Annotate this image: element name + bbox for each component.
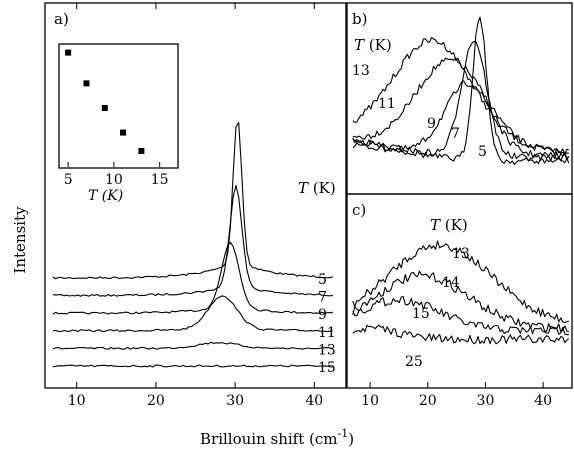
panel-c-x-tick-label: 10 — [361, 393, 379, 409]
inset-point-4 — [138, 148, 145, 155]
panel-c-x-tick-label: 30 — [477, 393, 495, 409]
panel-a-x-tick-label: 20 — [147, 393, 165, 409]
inset-point-2 — [101, 104, 108, 111]
inset-point-0 — [65, 49, 72, 56]
panel-c-x-tick-label: 40 — [534, 393, 552, 409]
panel-a-series-label-7: 7 — [318, 290, 327, 306]
panel-b-series-11 — [352, 57, 569, 156]
panel-c-frame — [346, 193, 573, 389]
panel-a-series-label-9: 9 — [318, 307, 327, 323]
panel-b-series-7 — [352, 41, 570, 162]
panel-a-frame — [44, 2, 347, 389]
panel-b-series-label-11: 11 — [378, 96, 396, 112]
panel-c-temp-header: T (K) — [430, 216, 468, 234]
panel-c-series-15 — [352, 295, 569, 336]
panel-b-series-label-7: 7 — [451, 126, 460, 142]
panel-c-series-label-25: 25 — [405, 354, 423, 370]
panel-a-series-7 — [52, 184, 333, 297]
panel-a-x-tick-label: 10 — [68, 393, 86, 409]
inset-x-tick-label: 10 — [105, 172, 123, 188]
panel-b-label: b) — [352, 10, 367, 28]
panel-b-series-label-9: 9 — [427, 116, 436, 132]
inset-x-tick-label: 5 — [64, 172, 73, 188]
panel-b-temp-header: T (K) — [354, 36, 392, 54]
panel-a-series-5 — [52, 121, 334, 280]
panel-b-series-label-5: 5 — [478, 144, 487, 160]
panel-a-series-label-13: 13 — [318, 342, 336, 358]
panel-c-series-14 — [352, 270, 570, 333]
panel-a-series-label-15: 15 — [318, 360, 336, 376]
inset-x-label: T (K) — [88, 188, 123, 204]
panel-c-series-label-13: 13 — [452, 246, 470, 262]
panel-c-series-13 — [352, 240, 569, 323]
panel-b-series-label-13: 13 — [352, 63, 370, 79]
inset-point-1 — [83, 80, 90, 87]
panel-a-label: a) — [54, 10, 69, 28]
panel-b-series-5 — [352, 16, 570, 165]
y-axis-title: Intensity — [11, 206, 29, 274]
panel-c-series-25 — [352, 324, 570, 345]
panel-a-series-9 — [52, 241, 333, 315]
x-axis-title: Brillouin shift (cm-1) — [200, 427, 354, 448]
inset-x-tick-label: 15 — [151, 172, 169, 188]
panel-a-temp-header: T (K) — [298, 179, 336, 197]
panel-c-label: c) — [352, 201, 366, 219]
inset-frame — [58, 43, 179, 169]
panel-a-series-label-5: 5 — [318, 272, 327, 288]
inset-point-3 — [120, 129, 127, 136]
panel-a-series-15 — [52, 364, 333, 368]
panel-a-series-label-11: 11 — [318, 325, 336, 341]
panel-c-series-label-15: 15 — [412, 306, 430, 322]
panel-a-x-tick-label: 40 — [305, 393, 323, 409]
panel-a-x-tick-label: 30 — [226, 393, 244, 409]
panel-a-series-13 — [52, 341, 334, 350]
panel-c-x-tick-label: 20 — [419, 393, 437, 409]
panel-a-series-11 — [52, 295, 333, 333]
panel-c-series-label-14: 14 — [442, 275, 460, 291]
